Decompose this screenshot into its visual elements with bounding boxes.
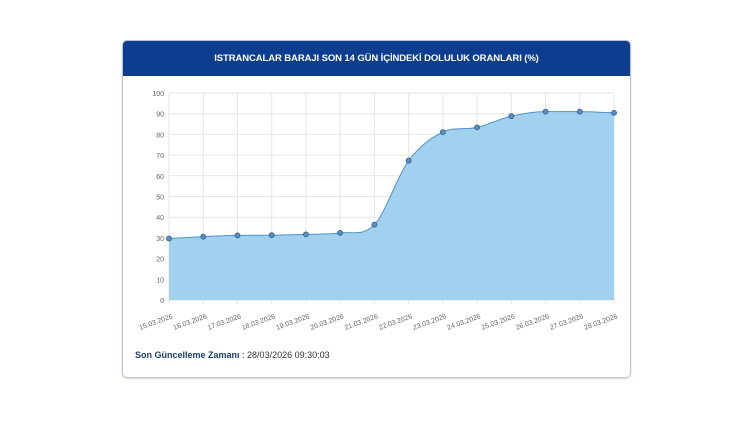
data-point	[166, 235, 172, 242]
area-chart: 0 10 20 30 40 50 60 70 80 90 100 15.03.202616.03.20…	[138, 91, 618, 332]
data-point	[303, 231, 309, 238]
y-tick-label: 100	[152, 91, 164, 98]
last-updated-label: Son Güncelleme Zamanı	[135, 350, 240, 360]
y-tick-label: 40	[156, 215, 164, 222]
x-tick-label: 27.03.2026	[549, 313, 584, 332]
y-tick-label: 20	[156, 257, 164, 264]
y-tick-label: 60	[156, 174, 164, 181]
data-point	[268, 232, 275, 239]
series-line	[168, 111, 615, 240]
data-point	[337, 230, 344, 236]
data-point	[439, 129, 446, 136]
x-tick-label: 26.03.2026	[515, 313, 550, 332]
x-tick-label: 22.03.2026	[378, 313, 413, 332]
last-updated-value: 28/03/2026 09:30:03	[247, 350, 330, 360]
data-point	[474, 124, 480, 131]
data-point	[542, 108, 549, 115]
chart-card: ISTRANCALAR BARAJI SON 14 GÜN İÇİNDEKİ D…	[122, 40, 631, 378]
x-tick-label: 16.03.2026	[173, 313, 208, 332]
data-point	[234, 232, 241, 239]
x-tick-label: 17.03.2026	[207, 313, 242, 332]
y-tick-label: 30	[156, 236, 164, 243]
data-point	[611, 109, 617, 116]
data-point	[200, 233, 207, 240]
x-tick-label: 15.03.2026	[138, 313, 173, 332]
x-tick-label: 21.03.2026	[344, 313, 379, 332]
y-tick-label: 50	[156, 195, 164, 202]
x-tick-label: 18.03.2026	[241, 313, 276, 332]
data-point	[576, 108, 583, 115]
x-tick-label: 23.03.2026	[412, 313, 447, 332]
y-tick-label: 70	[156, 153, 164, 160]
y-tick-label: 0	[160, 298, 164, 305]
last-updated: Son Güncelleme Zamanı : 28/03/2026 09:30…	[135, 350, 330, 360]
data-point	[508, 113, 515, 120]
x-tick-label: 28.03.2026	[583, 313, 618, 332]
x-tick-label: 24.03.2026	[446, 313, 481, 332]
last-updated-separator: :	[239, 350, 248, 360]
y-tick-label: 10	[156, 277, 164, 284]
x-tick-label: 25.03.2026	[481, 313, 516, 332]
area-fill	[169, 111, 614, 300]
y-tick-label: 90	[156, 112, 164, 119]
data-point	[405, 157, 412, 164]
chart-title: ISTRANCALAR BARAJI SON 14 GÜN İÇİNDEKİ D…	[123, 41, 630, 76]
y-tick-label: 80	[156, 132, 164, 139]
data-point	[371, 221, 378, 228]
x-tick-label: 20.03.2026	[310, 313, 345, 332]
x-tick-label: 19.03.2026	[275, 313, 310, 332]
